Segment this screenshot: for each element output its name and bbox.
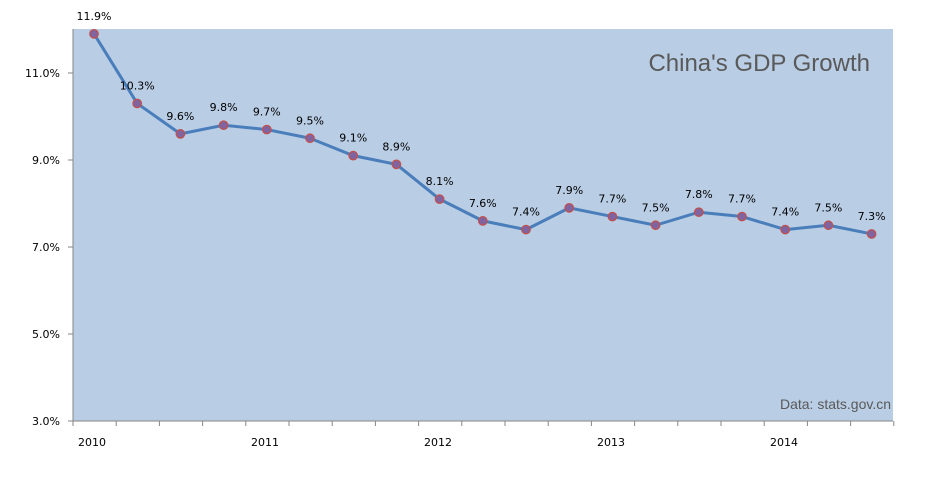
y-tick-label: 7.0% xyxy=(32,241,60,254)
data-point xyxy=(650,220,661,231)
data-point xyxy=(305,133,315,144)
data-label: 7.5% xyxy=(814,201,842,214)
data-label: 7.4% xyxy=(512,206,540,219)
x-tick-label: 2014 xyxy=(770,436,798,449)
data-labels: 11.9% 10.3% 9.6% 9.8% 9.7% 9.5% 9.1% 8.9% 8.1% 7.… xyxy=(77,10,886,223)
chart-title: China's GDP Growth xyxy=(648,50,870,77)
data-point xyxy=(693,207,704,218)
y-tick-label: 11.0% xyxy=(25,67,60,80)
data-point xyxy=(89,28,99,39)
data-point xyxy=(261,124,272,135)
x-tick-label: 2011 xyxy=(251,436,279,449)
data-label: 7.7% xyxy=(598,193,626,206)
data-point xyxy=(218,120,229,131)
data-point xyxy=(866,229,877,239)
data-label: 9.1% xyxy=(339,132,367,145)
data-label: 7.9% xyxy=(555,184,583,197)
x-axis-ticks xyxy=(72,421,895,426)
data-point xyxy=(607,211,618,222)
data-point xyxy=(564,203,575,213)
data-label: 10.3% xyxy=(120,79,155,92)
data-label: 9.7% xyxy=(253,106,281,119)
data-point xyxy=(132,98,143,109)
source-note: Data: stats.gov.cn xyxy=(780,396,891,412)
data-label: 9.6% xyxy=(166,110,194,123)
data-point xyxy=(348,150,359,161)
data-label: 9.8% xyxy=(210,101,238,114)
data-point xyxy=(823,220,834,231)
y-axis-labels: 3.0% 5.0% 7.0% 9.0% 11.0% xyxy=(25,67,60,428)
data-label: 11.9% xyxy=(77,10,112,23)
data-point xyxy=(434,194,445,204)
data-label: 8.9% xyxy=(382,140,410,153)
data-point xyxy=(737,211,747,222)
x-tick-label: 2012 xyxy=(424,436,452,449)
x-axis-labels: 2010 2011 2012 2013 2014 xyxy=(78,436,798,449)
y-tick-label: 5.0% xyxy=(32,328,60,341)
data-point xyxy=(521,224,531,235)
data-label: 7.7% xyxy=(728,193,756,206)
data-point xyxy=(391,159,402,170)
y-axis-ticks xyxy=(68,72,73,422)
x-tick-label: 2013 xyxy=(597,436,625,449)
data-label: 7.5% xyxy=(642,201,670,214)
data-point xyxy=(477,216,488,226)
y-tick-label: 3.0% xyxy=(32,415,60,428)
x-tick-label: 2010 xyxy=(78,436,106,449)
data-label: 7.4% xyxy=(771,206,799,219)
data-label: 7.3% xyxy=(858,210,886,223)
data-point xyxy=(780,224,791,235)
data-label: 7.8% xyxy=(685,188,713,201)
y-tick-label: 9.0% xyxy=(32,154,60,167)
data-point xyxy=(175,129,186,139)
data-point-markers xyxy=(89,28,877,239)
data-label: 9.5% xyxy=(296,114,324,127)
data-label: 8.1% xyxy=(426,175,454,188)
data-label: 7.6% xyxy=(469,197,497,210)
